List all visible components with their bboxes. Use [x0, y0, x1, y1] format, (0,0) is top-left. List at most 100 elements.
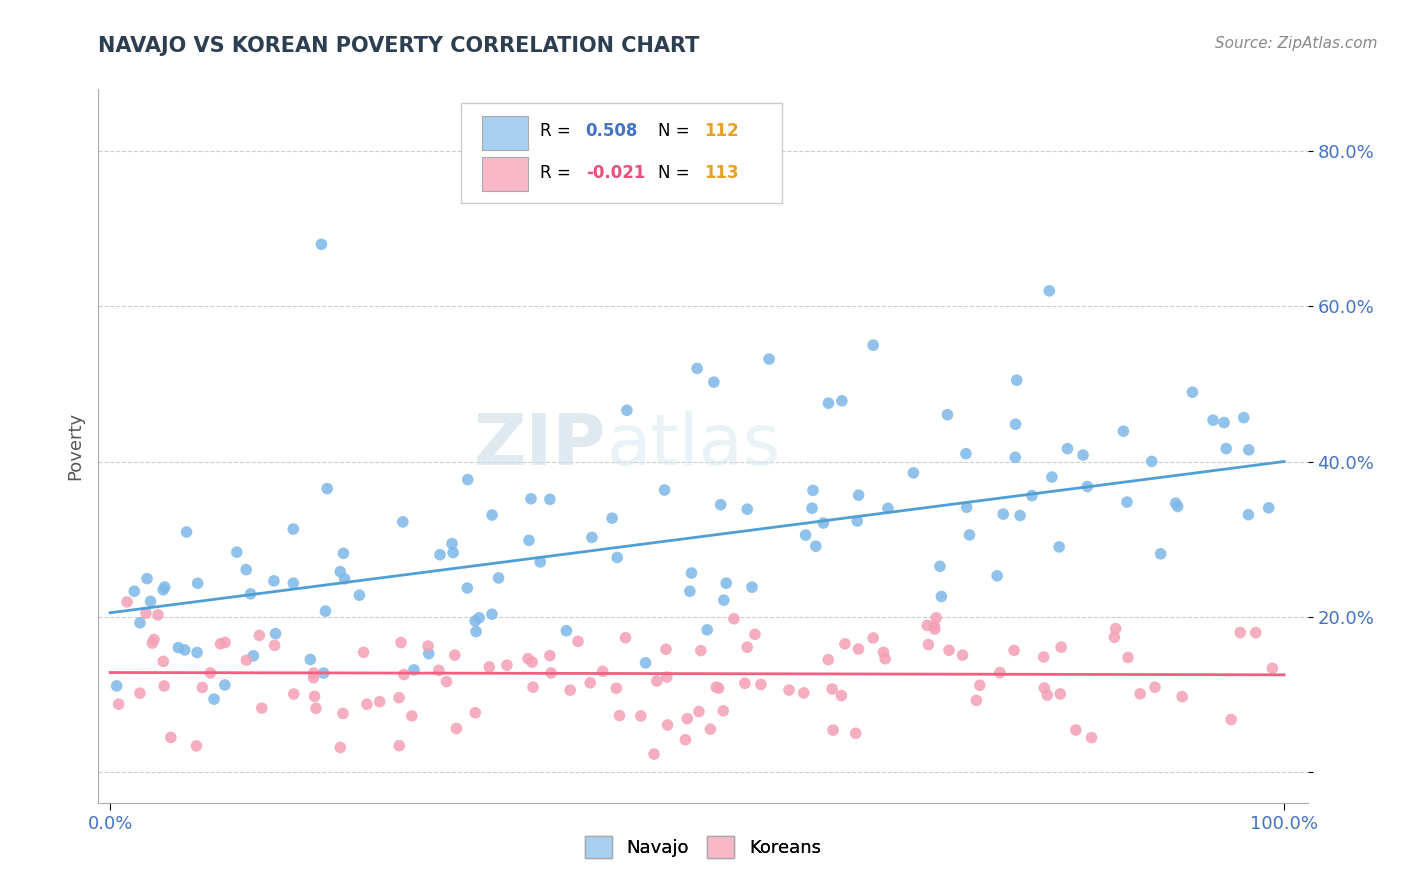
Point [817, 653, 839, 667]
Point [333, 572, 356, 586]
Point [191, 681, 214, 695]
Point [311, 237, 333, 252]
Point [794, 528, 817, 542]
Point [600, 511, 623, 525]
Text: Source: ZipAtlas.com: Source: ZipAtlas.com [1215, 36, 1378, 51]
Point [139, 594, 162, 608]
Bar [482, 157, 527, 191]
Point [129, 615, 152, 630]
Point [263, 574, 285, 588]
Point [135, 606, 157, 620]
Point [1181, 385, 1204, 400]
Point [225, 545, 247, 559]
Text: ZIP: ZIP [474, 411, 606, 481]
Point [209, 637, 232, 651]
Point [202, 692, 225, 706]
Point [915, 618, 938, 632]
Point [924, 622, 946, 636]
Point [986, 569, 1008, 583]
Point [862, 338, 884, 352]
Text: 112: 112 [704, 122, 738, 140]
Point [538, 648, 561, 663]
Text: atlas: atlas [606, 411, 780, 481]
Point [848, 642, 870, 657]
Point [778, 683, 800, 698]
Point [160, 731, 183, 745]
Point [1047, 540, 1070, 554]
Point [235, 563, 257, 577]
Point [1005, 373, 1028, 387]
Point [938, 643, 960, 657]
Point [305, 701, 328, 715]
Point [316, 482, 339, 496]
Point [676, 712, 699, 726]
Point [614, 631, 637, 645]
Point [1229, 625, 1251, 640]
Point [1038, 284, 1060, 298]
Text: 0.508: 0.508 [586, 122, 638, 140]
Point [936, 408, 959, 422]
Point [1149, 547, 1171, 561]
Point [817, 396, 839, 410]
Point [1164, 496, 1187, 510]
Point [955, 447, 977, 461]
Point [401, 709, 423, 723]
Point [679, 584, 702, 599]
Point [388, 739, 411, 753]
Point [456, 581, 478, 595]
Point [239, 587, 262, 601]
Point [929, 559, 952, 574]
Point [862, 631, 884, 645]
Point [734, 676, 756, 690]
Point [478, 660, 501, 674]
Point [167, 640, 190, 655]
Point [436, 674, 458, 689]
Point [581, 530, 603, 544]
Point [703, 375, 725, 389]
Point [723, 612, 745, 626]
Point [1004, 417, 1026, 432]
Point [250, 701, 273, 715]
Point [645, 673, 668, 688]
Point [353, 645, 375, 659]
Point [1143, 680, 1166, 694]
Point [801, 501, 824, 516]
Point [1056, 442, 1078, 456]
Point [689, 643, 711, 657]
Point [441, 536, 464, 550]
Point [1220, 713, 1243, 727]
Text: N =: N = [658, 164, 695, 182]
Point [540, 665, 562, 680]
Point [952, 648, 974, 662]
Point [200, 665, 222, 680]
Point [823, 723, 845, 737]
Point [616, 403, 638, 417]
Point [468, 611, 491, 625]
Point [214, 635, 236, 649]
Point [1213, 416, 1236, 430]
Point [263, 638, 285, 652]
Point [124, 584, 146, 599]
Point [793, 686, 815, 700]
Point [813, 516, 835, 530]
Text: NAVAJO VS KOREAN POVERTY CORRELATION CHART: NAVAJO VS KOREAN POVERTY CORRELATION CHA… [98, 36, 700, 55]
Point [605, 681, 627, 696]
Point [555, 624, 578, 638]
Point [1036, 688, 1059, 702]
Point [846, 514, 869, 528]
Point [831, 393, 853, 408]
Point [749, 677, 772, 691]
Point [1050, 640, 1073, 655]
Point [1140, 454, 1163, 468]
Point [1040, 470, 1063, 484]
Point [349, 588, 371, 602]
Point [1032, 650, 1054, 665]
Point [686, 361, 709, 376]
Point [1261, 661, 1284, 675]
Point [1237, 508, 1260, 522]
Point [1116, 650, 1139, 665]
Point [522, 655, 544, 669]
Point [606, 550, 628, 565]
Point [186, 739, 208, 753]
Point [630, 709, 652, 723]
